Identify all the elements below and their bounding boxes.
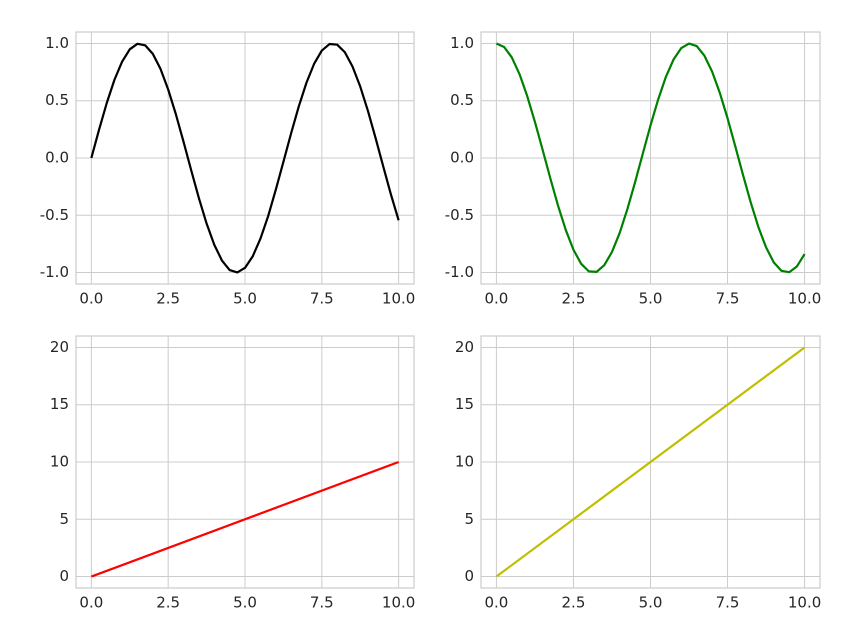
x-tick-label: 2.5: [156, 290, 180, 308]
y-tick-label: -0.5: [40, 206, 69, 224]
y-tick-label: 5: [59, 510, 69, 528]
x-tick-label: 2.5: [156, 594, 180, 612]
x-tick-label: 7.5: [310, 290, 334, 308]
x-tick-label: 0.0: [484, 594, 508, 612]
y-tick-label: 15: [455, 395, 474, 413]
y-tick-label: 0: [464, 567, 474, 585]
x-tick-label: 5.0: [639, 290, 663, 308]
x-tick-label: 5.0: [639, 594, 663, 612]
subplot: 0.0 2.5 5.0 7.5 10.0 0 5 10 15 20: [455, 335, 821, 612]
line: [495, 42, 806, 274]
y-tick-label: 0.5: [450, 91, 474, 109]
y-tick-label: 1.0: [45, 34, 69, 52]
y-tick-label: 0: [59, 567, 69, 585]
x-tick-label: 5.0: [233, 594, 257, 612]
x-tick-label: 7.5: [716, 594, 740, 612]
line: [90, 42, 400, 274]
axes-frame: [480, 335, 821, 589]
y-tick-label: -0.5: [445, 206, 474, 224]
y-tick-label: 0.0: [45, 149, 69, 167]
axes-frame: [75, 31, 415, 285]
x-tick-label: 2.5: [562, 290, 586, 308]
x-tick-label: 10.0: [788, 594, 821, 612]
y-tick-label: 10: [50, 453, 69, 471]
axes-frame: [480, 31, 821, 285]
line: [495, 346, 806, 578]
subplot: 0.0 2.5 5.0 7.5 10.0 -1.0 -0.5 0.0 0.5 1.0: [445, 31, 821, 308]
y-tick-label: -1.0: [445, 263, 474, 281]
x-tick-label: 7.5: [310, 594, 334, 612]
x-tick-label: 10.0: [382, 290, 415, 308]
x-tick-label: 10.0: [788, 290, 821, 308]
x-tick-label: 0.0: [79, 290, 103, 308]
subplot: 0.0 2.5 5.0 7.5 10.0 -1.0 -0.5 0.0 0.5 1.0: [40, 31, 415, 308]
x-tick-label: 7.5: [716, 290, 740, 308]
x-tick-label: 10.0: [382, 594, 415, 612]
y-tick-label: 20: [50, 338, 69, 356]
x-tick-label: 0.0: [484, 290, 508, 308]
x-tick-label: 0.0: [79, 594, 103, 612]
y-tick-label: 0.5: [45, 91, 69, 109]
y-tick-label: 1.0: [450, 34, 474, 52]
y-tick-label: 15: [50, 395, 69, 413]
y-tick-label: 5: [464, 510, 474, 528]
x-tick-label: 2.5: [562, 594, 586, 612]
y-tick-label: 20: [455, 338, 474, 356]
y-tick-label: 0.0: [450, 149, 474, 167]
x-tick-label: 5.0: [233, 290, 257, 308]
subplot: 0.0 2.5 5.0 7.5 10.0 0 5 10 15 20: [50, 335, 415, 612]
line: [90, 460, 400, 578]
y-tick-label: -1.0: [40, 263, 69, 281]
y-tick-label: 10: [455, 453, 474, 471]
axes-frame: [75, 335, 415, 589]
